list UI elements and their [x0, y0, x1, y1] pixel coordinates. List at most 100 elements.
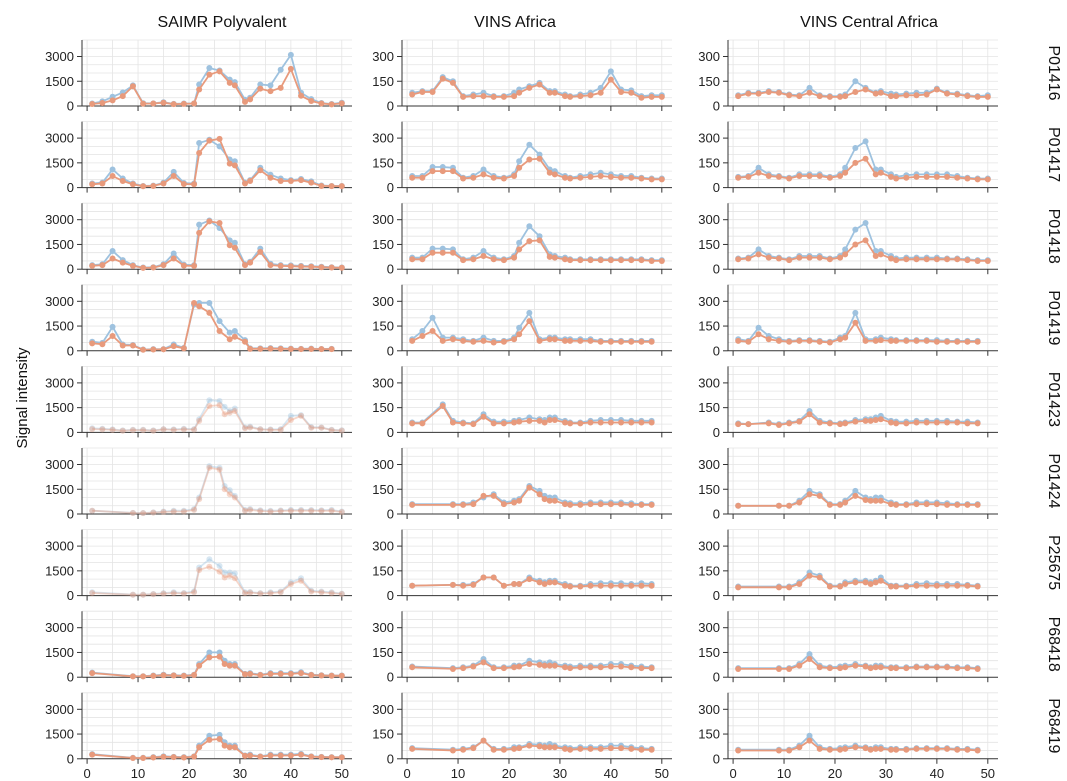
data-point-blue [170, 426, 177, 433]
data-point-orange [287, 507, 294, 514]
panel: 0 150 300 [372, 121, 672, 195]
data-point-orange [735, 584, 742, 591]
data-point-orange [257, 672, 264, 679]
y-tick-label: 300 [698, 212, 720, 227]
data-point-orange [888, 255, 895, 262]
data-point-orange [618, 745, 625, 752]
data-point-blue [140, 591, 147, 598]
data-point-orange [816, 492, 823, 499]
data-point-orange [180, 508, 187, 515]
y-tick-label: 1500 [45, 400, 74, 415]
data-point-orange [607, 663, 614, 670]
data-point-orange [89, 340, 96, 347]
data-point-blue [842, 164, 849, 171]
data-point-blue [226, 487, 233, 494]
data-point-orange [577, 664, 584, 671]
data-point-orange [206, 218, 213, 225]
data-point-orange [470, 663, 477, 670]
row-label: P68419 [1045, 698, 1062, 753]
data-point-orange [872, 417, 879, 424]
data-point-orange [826, 93, 833, 100]
data-point-orange [287, 345, 294, 352]
panel: 0 150 300 [698, 529, 998, 603]
data-point-blue [852, 145, 859, 151]
data-point-blue [257, 507, 264, 514]
data-point-orange [872, 253, 879, 259]
y-tick-label: 1500 [45, 645, 74, 660]
data-point-orange [842, 499, 849, 506]
data-point-orange [877, 416, 884, 423]
data-point-orange [867, 665, 874, 672]
data-point-orange [577, 745, 584, 752]
data-point-orange [551, 89, 558, 96]
x-tick-label: 50 [335, 766, 349, 781]
data-point-orange [328, 346, 335, 353]
data-point-blue [221, 569, 228, 576]
data-point-blue [247, 423, 254, 430]
data-point-orange [409, 337, 416, 344]
x-tick-label: 50 [655, 766, 669, 781]
data-point-orange [490, 256, 497, 263]
data-point-orange [267, 345, 274, 352]
data-point-orange [449, 501, 456, 508]
data-point-orange [888, 337, 895, 344]
y-tick-label: 1500 [45, 74, 74, 89]
column-title: VINS Central Africa [800, 14, 938, 31]
data-point-orange [597, 745, 604, 752]
data-point-orange [745, 338, 752, 345]
data-point-orange [806, 411, 813, 418]
data-point-orange [933, 419, 940, 426]
data-point-orange [338, 754, 345, 761]
data-point-orange [562, 582, 569, 589]
y-tick-label: 0 [387, 588, 394, 603]
data-point-orange [480, 93, 487, 100]
data-point-blue [480, 248, 487, 255]
data-point-orange [786, 584, 793, 591]
data-point-orange [160, 426, 167, 433]
data-point-orange [516, 497, 523, 504]
data-point-orange [546, 744, 553, 751]
data-point-orange [409, 664, 416, 671]
y-tick-label: 0 [713, 180, 720, 195]
data-point-orange [89, 670, 96, 677]
data-point-blue [338, 508, 345, 515]
data-point-blue [140, 426, 147, 433]
data-point-orange [180, 345, 187, 352]
row-label: P01423 [1045, 372, 1062, 427]
data-point-orange [872, 171, 879, 178]
panel: 0 150 300 [698, 202, 998, 277]
data-point-orange [577, 337, 584, 344]
row-label: P01424 [1045, 453, 1062, 508]
data-point-orange [196, 303, 203, 310]
data-point-orange [170, 508, 177, 515]
data-point-orange [247, 589, 254, 596]
data-point-orange [607, 257, 614, 264]
data-point-orange [867, 581, 874, 588]
data-point-orange [872, 497, 879, 504]
y-tick-label: 0 [67, 507, 74, 522]
panel: 0 1500 3000 [45, 365, 352, 440]
y-tick-label: 300 [698, 539, 720, 554]
series-line-orange [92, 655, 342, 678]
data-point-orange [287, 178, 294, 184]
x-tick-label: 10 [131, 766, 145, 781]
y-tick-label: 150 [372, 237, 394, 252]
data-point-blue [242, 506, 249, 513]
data-point-blue [298, 506, 305, 513]
data-point-orange [618, 663, 625, 670]
data-point-orange [257, 85, 264, 92]
data-point-orange [562, 337, 569, 344]
data-point-orange [89, 181, 96, 188]
data-point-orange [964, 501, 971, 508]
data-point-orange [526, 417, 533, 424]
data-point-orange [933, 256, 940, 263]
data-point-orange [328, 264, 335, 271]
data-point-orange [562, 664, 569, 671]
data-point-orange [893, 175, 900, 182]
data-point-orange [318, 589, 325, 596]
data-point-blue [318, 588, 325, 595]
y-tick-label: 150 [698, 400, 720, 415]
data-point-orange [786, 92, 793, 99]
y-tick-label: 3000 [45, 457, 74, 472]
data-point-orange [338, 427, 345, 434]
